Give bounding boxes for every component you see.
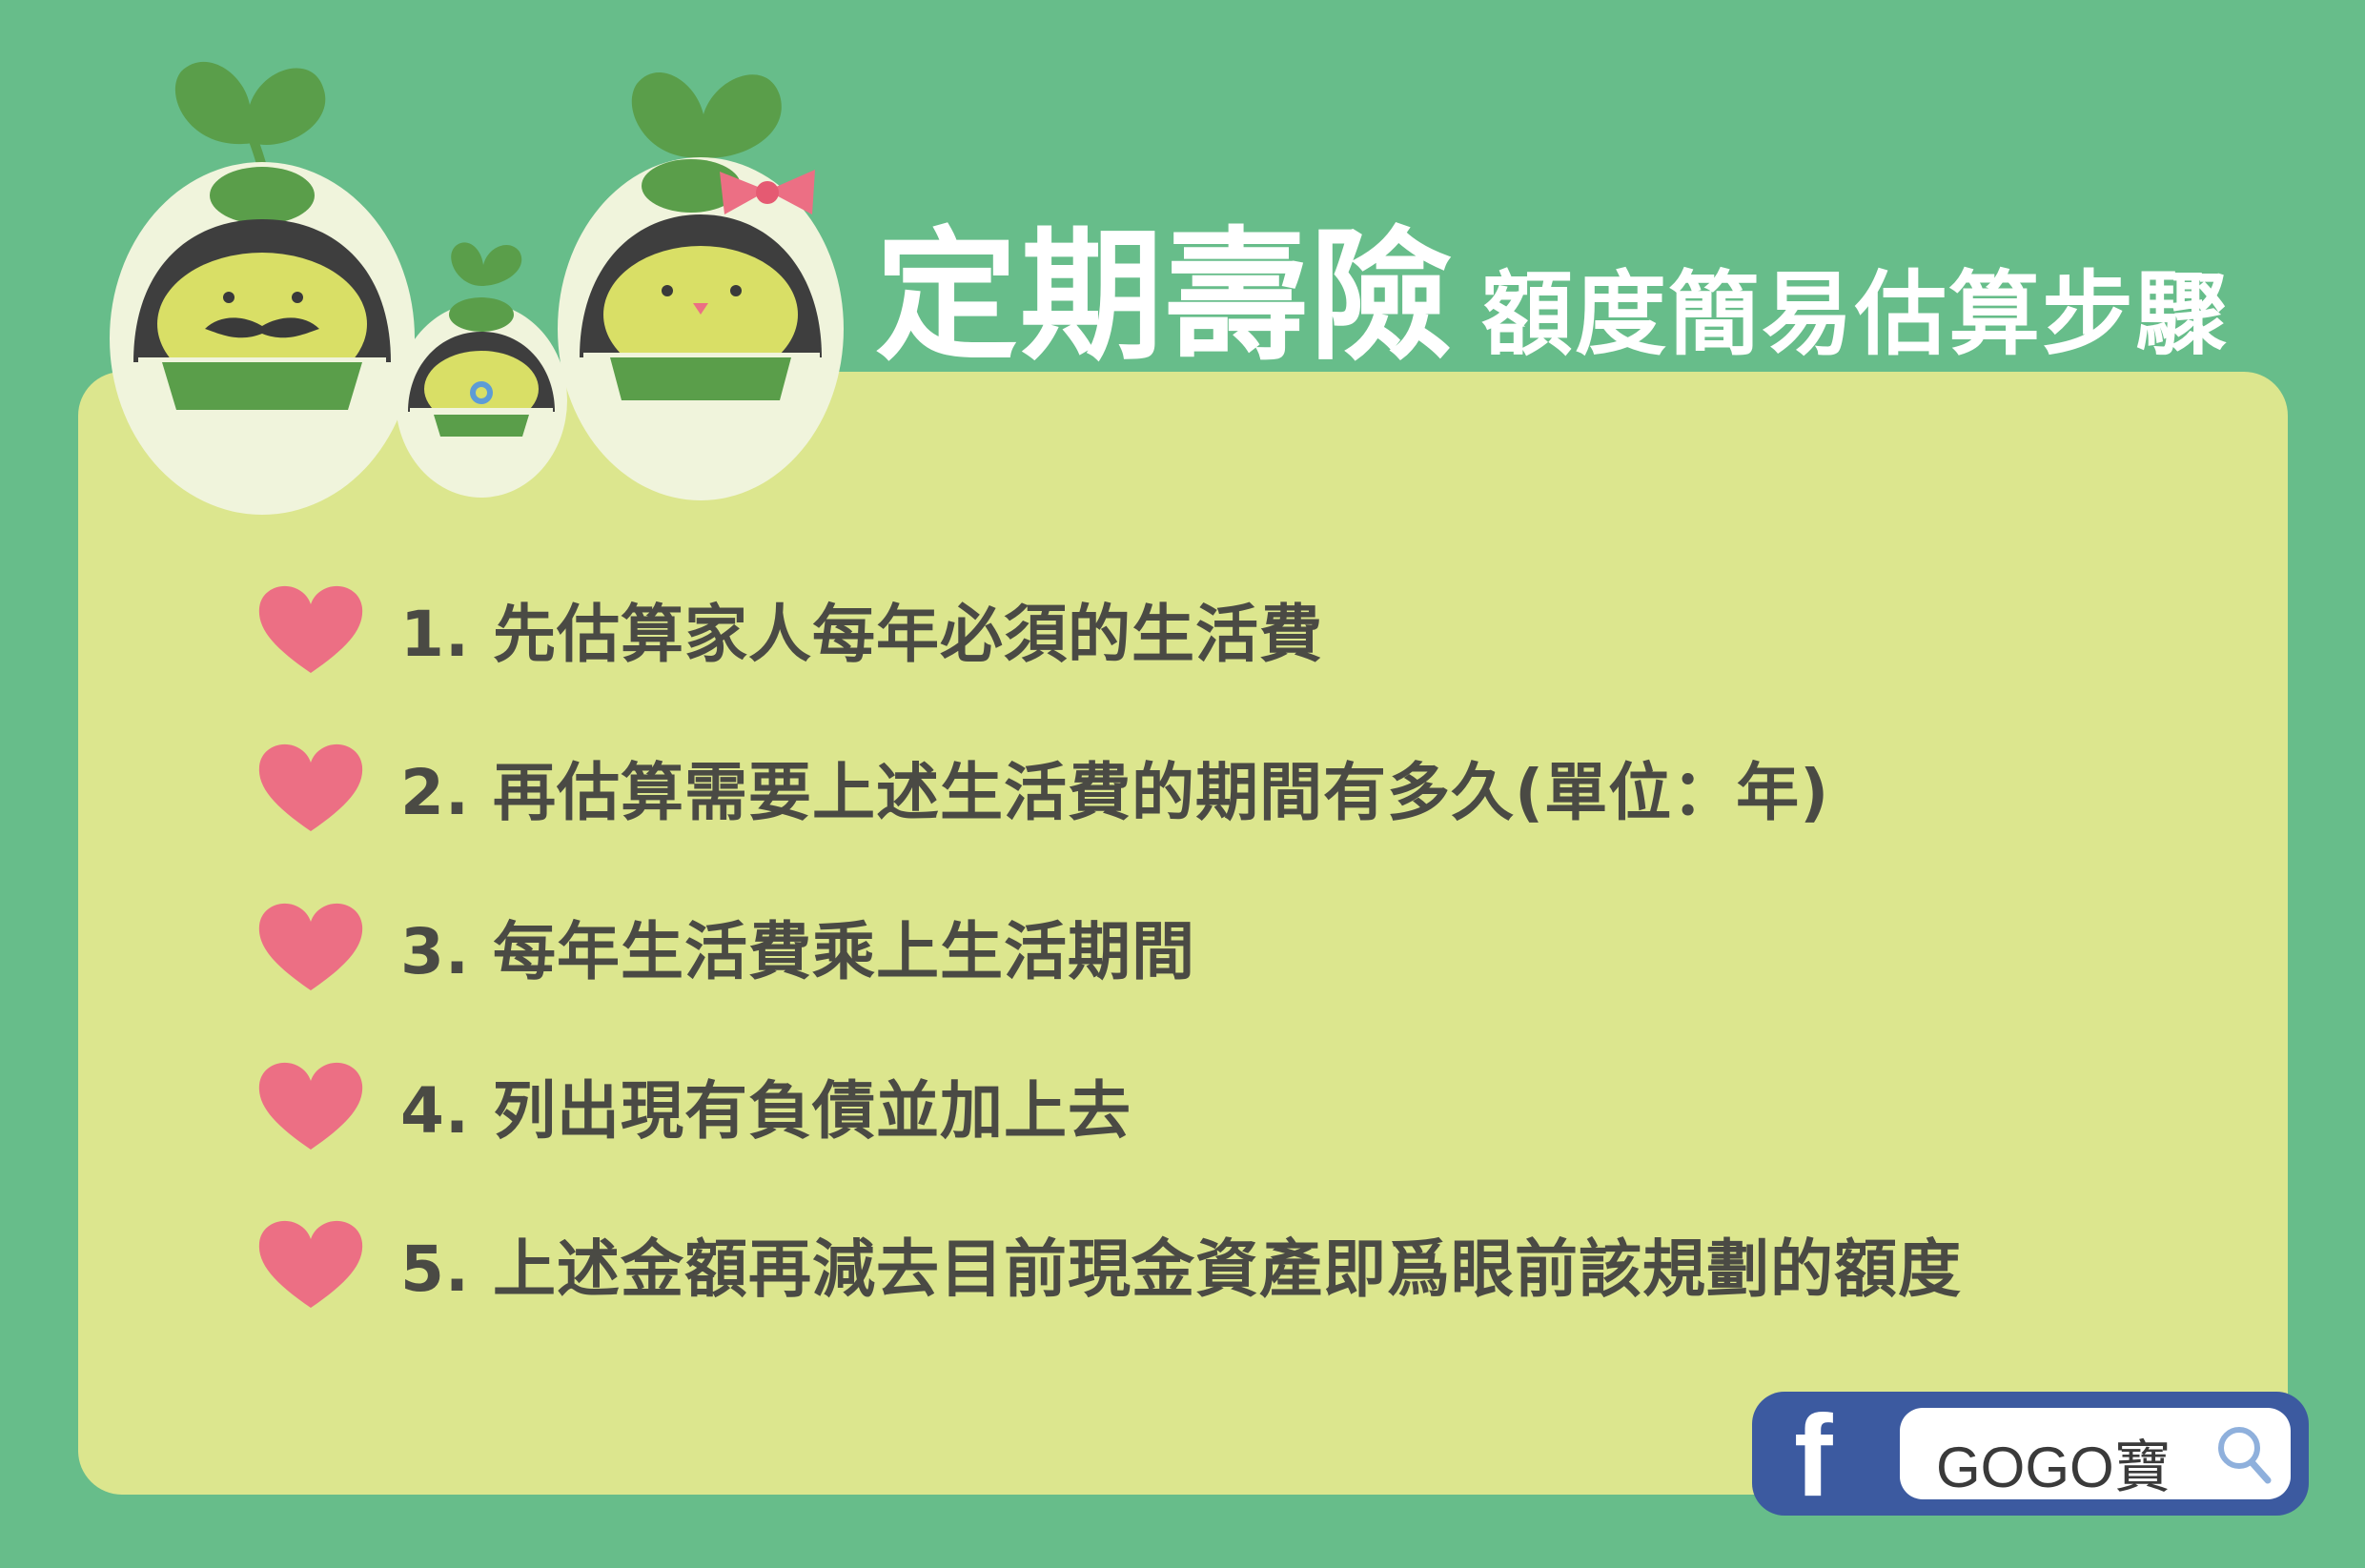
page-title: 定期壽險 額度簡易估算步驟	[875, 181, 2229, 388]
mom-mascot	[558, 71, 844, 500]
list-item: 4. 列出現有負債並加上去	[255, 1049, 2162, 1163]
step-text: 3. 每年生活費乘上生活期間	[400, 915, 1195, 988]
title-sub: 額度簡易估算步驟	[1481, 261, 2230, 368]
mascot-family-illustration	[110, 61, 844, 515]
step-text: 5. 上述金額再減去目前現金資產即爲眼前該規劃的額度	[400, 1232, 1962, 1306]
facebook-search-badge[interactable]: f GOGO寶	[1752, 1392, 2309, 1516]
title-main: 定期壽險	[875, 214, 1456, 380]
list-item: 5. 上述金額再減去目前現金資產即爲眼前該規劃的額度	[255, 1207, 2162, 1321]
heart-icon	[258, 903, 363, 990]
baby-mascot	[396, 242, 567, 498]
search-text: GOGO寶	[1936, 1436, 2171, 1499]
list-item: 1. 先估算家人每年必須的生活費	[255, 572, 2162, 686]
dad-mascot	[110, 61, 415, 515]
list-item: 2. 再估算需要上述生活費的期間有多久(單位：年)	[255, 730, 2162, 845]
list-item: 3. 每年生活費乘上生活期間	[255, 889, 2162, 1004]
step-text: 2. 再估算需要上述生活費的期間有多久(單位：年)	[400, 756, 1830, 829]
search-box[interactable]: GOGO寶	[1900, 1408, 2291, 1499]
heart-icon	[258, 1062, 363, 1150]
magnifier-icon	[2218, 1427, 2272, 1484]
step-text: 4. 列出現有負債並加上去	[400, 1074, 1132, 1148]
facebook-icon: f	[1794, 1391, 1833, 1520]
heart-icon	[258, 585, 363, 673]
heart-icon	[258, 1220, 363, 1308]
step-text: 1. 先估算家人每年必須的生活費	[400, 598, 1323, 671]
heart-icon	[258, 743, 363, 831]
content-panel	[78, 372, 2288, 1495]
